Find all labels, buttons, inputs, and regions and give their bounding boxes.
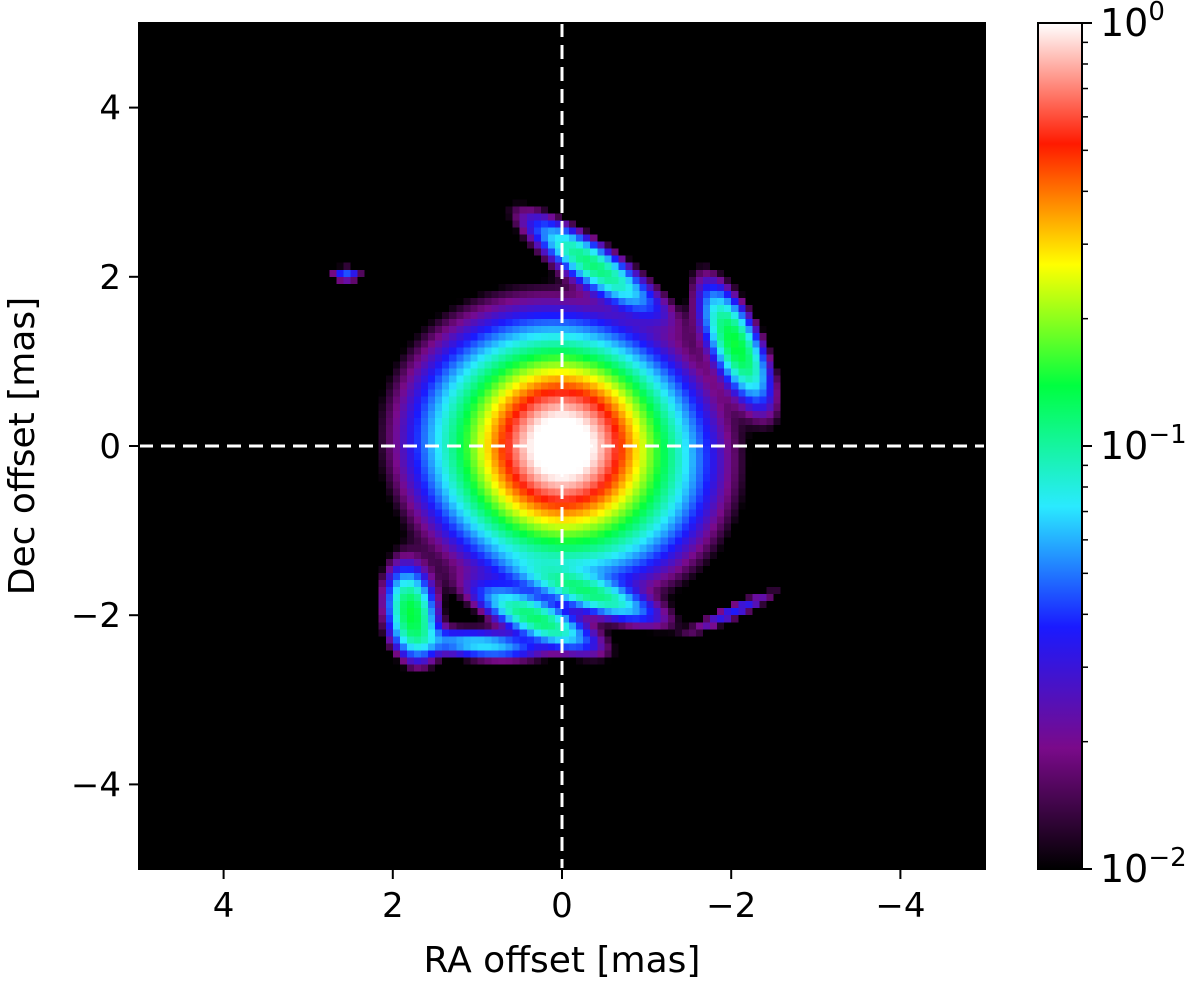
colorbar-gradient xyxy=(1038,23,1082,869)
y-axis-label: Dec offset [mas] xyxy=(2,297,43,595)
y-axis-ticks: −4 −2 0 2 4 xyxy=(71,89,139,805)
x-axis-label: RA offset [mas] xyxy=(424,940,701,981)
x-tick-label: −4 xyxy=(875,886,925,926)
x-tick-label: 0 xyxy=(551,886,573,926)
colorbar-ticks: 100 10−1 10−2 xyxy=(1082,0,1187,891)
colorbar-tick-label: 10−2 xyxy=(1100,843,1187,891)
y-tick-label: −2 xyxy=(71,596,121,636)
colorbar-tick-label: 10−1 xyxy=(1100,420,1187,468)
y-tick-label: −4 xyxy=(71,765,121,805)
colorbar: 100 10−1 10−2 xyxy=(1037,0,1187,891)
x-tick-label: 2 xyxy=(382,886,404,926)
x-axis-ticks: 4 2 0 −2 −4 xyxy=(213,869,925,926)
plot-area xyxy=(138,22,986,870)
y-tick-label: 0 xyxy=(99,427,121,467)
y-tick-label: 4 xyxy=(99,89,121,129)
colorbar-tick-label: 100 xyxy=(1100,0,1165,45)
x-tick-label: −2 xyxy=(706,886,756,926)
y-tick-label: 2 xyxy=(99,258,121,298)
x-tick-label: 4 xyxy=(213,886,235,926)
